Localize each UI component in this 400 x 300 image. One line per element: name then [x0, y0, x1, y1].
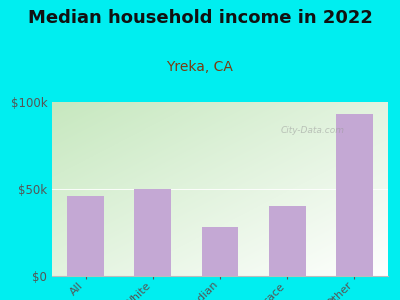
- Bar: [67, 196, 104, 276]
- Bar: [202, 227, 238, 276]
- Text: Median household income in 2022: Median household income in 2022: [28, 9, 372, 27]
- Bar: [134, 189, 171, 276]
- Text: City-Data.com: City-Data.com: [280, 126, 344, 135]
- Bar: [269, 206, 306, 276]
- Text: Yreka, CA: Yreka, CA: [166, 60, 234, 74]
- Bar: [336, 114, 373, 276]
